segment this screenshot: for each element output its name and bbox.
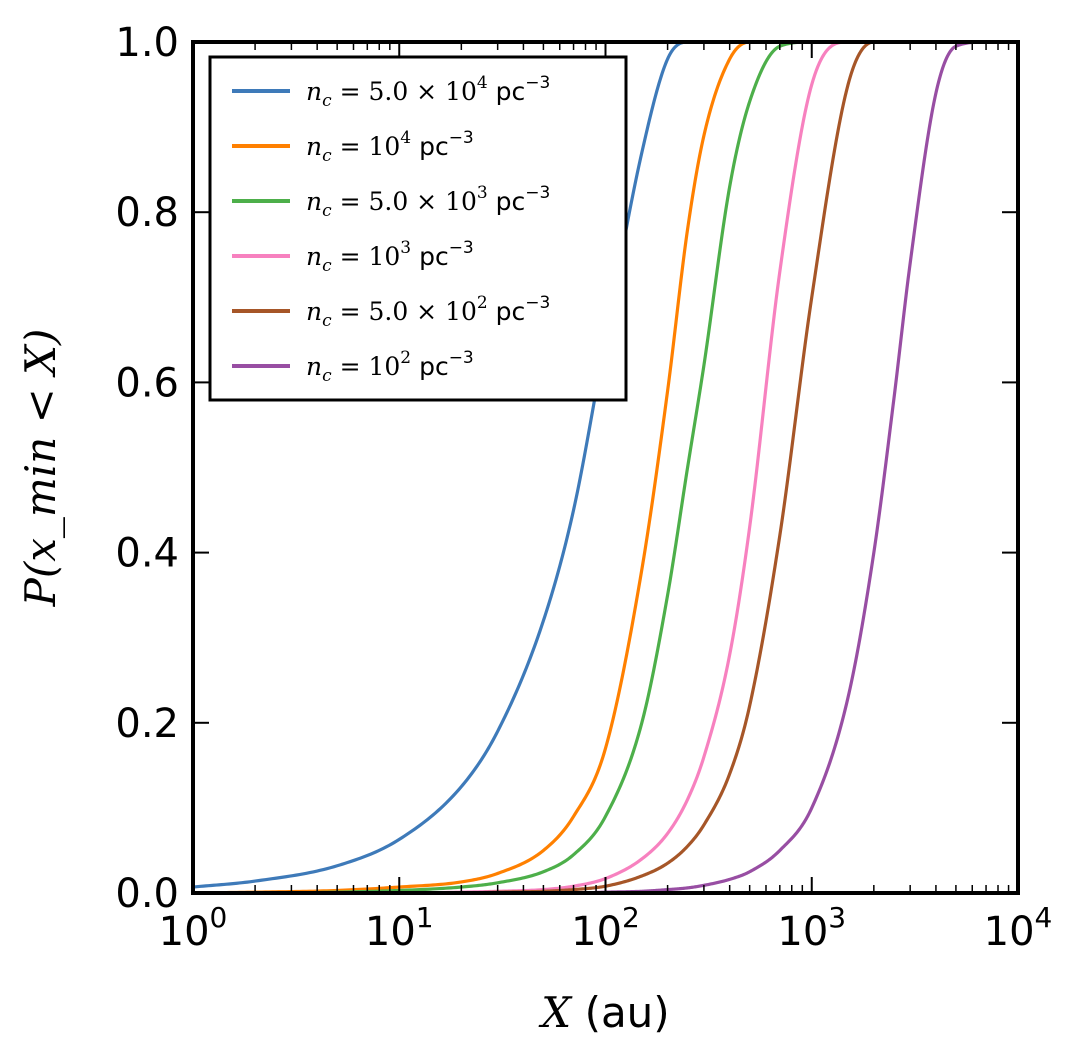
y-axis-label: P(x_min < X) — [16, 329, 65, 608]
series-line-1 — [193, 42, 1018, 893]
y-tick-label: 0.8 — [115, 190, 179, 236]
x-tick-label: 101 — [365, 901, 434, 955]
y-tick-label: 0.4 — [115, 531, 179, 577]
series-line-4 — [193, 42, 1018, 893]
tick-labels-layer: 100 101 102 103 104 0.0 0.2 0.4 0.6 0.8 1.0 — [115, 20, 1052, 955]
series-line-0 — [193, 42, 1018, 889]
legend-label-5: nc = 102 pc−3 — [306, 348, 474, 386]
legend-label-0: nc = 5.0 × 104 pc−3 — [306, 73, 550, 111]
ticks-layer — [192, 41, 1019, 894]
x-tick-label: 104 — [984, 901, 1053, 955]
legend-label-3: nc = 103 pc−3 — [306, 238, 474, 276]
x-tick-label: 100 — [159, 901, 228, 955]
y-tick-label: 0.2 — [115, 701, 179, 747]
legend-label-1: nc = 104 pc−3 — [306, 128, 474, 166]
legend-label-2: nc = 5.0 × 103 pc−3 — [306, 183, 550, 221]
x-tick-label: 103 — [777, 901, 846, 955]
legend-label-4: nc = 5.0 × 102 pc−3 — [306, 293, 550, 331]
x-axis-label: X (au) — [538, 988, 669, 1037]
y-tick-label: 1.0 — [115, 20, 179, 66]
y-tick-label: 0.0 — [115, 871, 179, 917]
x-tick-label: 102 — [571, 901, 640, 955]
legend-box — [208, 55, 628, 402]
legend: nc = 5.0 × 104 pc−3 nc = 104 pc−3 nc = 5.0… — [208, 55, 628, 402]
y-tick-label: 0.6 — [115, 360, 179, 406]
